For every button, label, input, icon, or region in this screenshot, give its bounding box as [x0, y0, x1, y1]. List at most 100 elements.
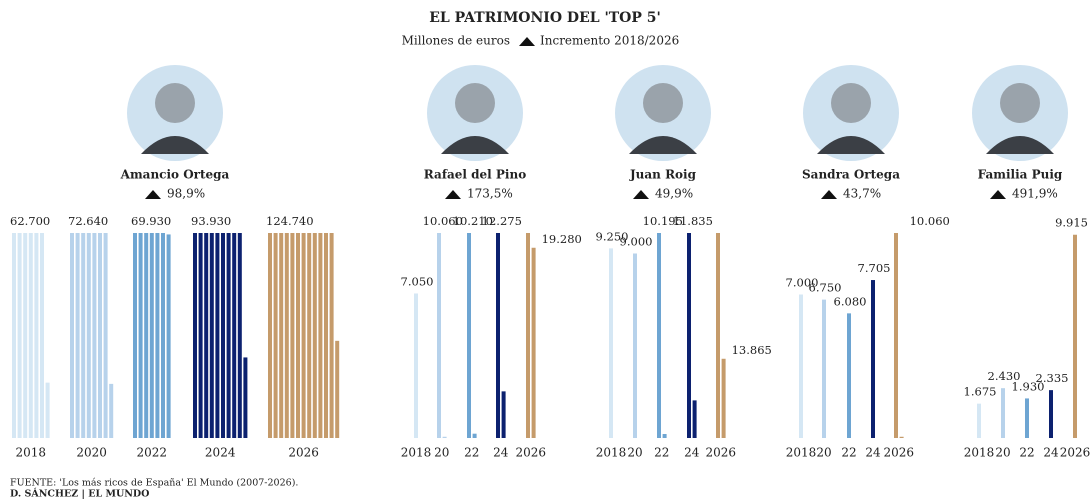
increment-label: 43,7% — [843, 187, 881, 201]
bar-unit — [312, 233, 317, 438]
bar-unit-partial — [721, 358, 726, 438]
value-label: 124.740 — [266, 214, 314, 228]
bar-unit — [467, 233, 471, 438]
x-tick-label: 2018 — [964, 446, 995, 460]
x-tick-label: 22 — [1019, 446, 1034, 460]
legend-triangle — [519, 37, 535, 46]
bar-unit-partial — [977, 403, 981, 438]
value-label: 10.210 — [453, 214, 493, 228]
bar-unit — [103, 233, 108, 438]
value-label: 10.060 — [423, 214, 463, 228]
x-tick-label: 22 — [654, 446, 669, 460]
bar-unit — [28, 233, 33, 438]
photo-silhouette-head — [155, 83, 195, 123]
x-tick-label: 2022 — [137, 446, 168, 460]
increment-triangle — [990, 190, 1006, 199]
x-tick-label: 20 — [995, 446, 1010, 460]
bar-unit-partial — [45, 382, 50, 438]
bar-unit-partial — [799, 294, 803, 438]
bar-unit — [232, 233, 237, 438]
increment-triangle — [445, 190, 461, 199]
bar-unit — [40, 233, 44, 438]
x-tick-label: 24 — [865, 446, 881, 460]
value-label: 10.195 — [643, 214, 683, 228]
value-label: 12.275 — [482, 214, 522, 228]
bar-unit-partial — [1073, 234, 1077, 438]
bar-unit-partial — [1049, 390, 1053, 438]
bar-unit — [155, 233, 160, 438]
bar-unit — [290, 233, 295, 438]
bar-unit — [284, 233, 289, 438]
x-tick-label: 2018 — [16, 446, 47, 460]
value-label: 11.835 — [673, 214, 713, 228]
bar-unit-partial — [899, 436, 904, 438]
bar-unit — [23, 233, 28, 438]
value-label: 69.930 — [131, 214, 171, 228]
person-name: Rafael del Pino — [424, 168, 526, 182]
x-tick-label: 20 — [627, 446, 642, 460]
bar-unit — [198, 233, 203, 438]
bar-unit — [894, 233, 898, 438]
x-tick-label: 2026 — [706, 446, 737, 460]
credit: D. SÁNCHEZ | EL MUNDO — [10, 488, 149, 499]
bar-unit — [657, 233, 661, 438]
x-tick-label: 20 — [434, 446, 449, 460]
value-label: 7.050 — [401, 274, 434, 288]
x-tick-label: 2018 — [596, 446, 627, 460]
bar-unit — [12, 233, 16, 438]
photo-silhouette-body — [441, 136, 509, 154]
bar-unit — [92, 233, 97, 438]
bar-unit — [81, 233, 86, 438]
value-label: 10.060 — [910, 214, 950, 228]
person-name: Amancio Ortega — [120, 168, 230, 182]
bar-unit — [161, 233, 165, 438]
x-tick-label: 2018 — [786, 446, 817, 460]
increment-triangle — [633, 190, 649, 199]
photo-silhouette-head — [1000, 83, 1040, 123]
bar-unit-partial — [442, 436, 447, 438]
bar-unit-partial — [692, 400, 697, 438]
bar-unit-partial — [662, 434, 667, 438]
bar-unit-partial — [109, 383, 114, 438]
bar-unit — [226, 233, 231, 438]
bar-unit — [86, 233, 91, 438]
bar-unit-partial — [166, 234, 171, 438]
bar-unit — [144, 233, 149, 438]
bar-unit — [296, 233, 300, 438]
bar-unit-partial — [472, 433, 477, 438]
bar-unit — [437, 233, 441, 438]
bar-unit — [268, 233, 272, 438]
x-tick-label: 2024 — [205, 446, 236, 460]
value-label: 1.675 — [964, 385, 997, 399]
bar-unit — [526, 233, 530, 438]
x-tick-label: 2026 — [884, 446, 915, 460]
value-label: 9.915 — [1055, 216, 1088, 230]
x-tick-label: 2020 — [76, 446, 107, 460]
bar-unit-partial — [847, 313, 851, 438]
bar-unit-partial — [531, 247, 536, 438]
value-label: 7.000 — [786, 276, 819, 290]
photo-silhouette-head — [455, 83, 495, 123]
bar-unit — [301, 233, 306, 438]
bar-unit — [318, 233, 323, 438]
bar-unit-partial — [871, 280, 875, 438]
bar-unit — [17, 233, 22, 438]
value-label: 9.250 — [596, 229, 629, 243]
x-tick-label: 24 — [1043, 446, 1059, 460]
value-label: 2.335 — [1036, 371, 1069, 385]
person-name: Familia Puig — [978, 168, 1063, 182]
person-name: Juan Roig — [629, 168, 697, 182]
bar-unit — [215, 233, 220, 438]
bar-unit-partial — [501, 391, 506, 438]
value-label: 9.000 — [620, 235, 653, 249]
photo-silhouette-body — [629, 136, 697, 154]
bar-unit — [209, 233, 214, 438]
bar-unit-partial — [633, 253, 637, 438]
bar-unit — [237, 233, 242, 438]
x-tick-label: 20 — [816, 446, 831, 460]
photo-silhouette-body — [817, 136, 885, 154]
bar-unit — [34, 233, 39, 438]
x-tick-label: 22 — [464, 446, 479, 460]
value-label: 6.080 — [834, 294, 867, 308]
increment-triangle — [821, 190, 837, 199]
